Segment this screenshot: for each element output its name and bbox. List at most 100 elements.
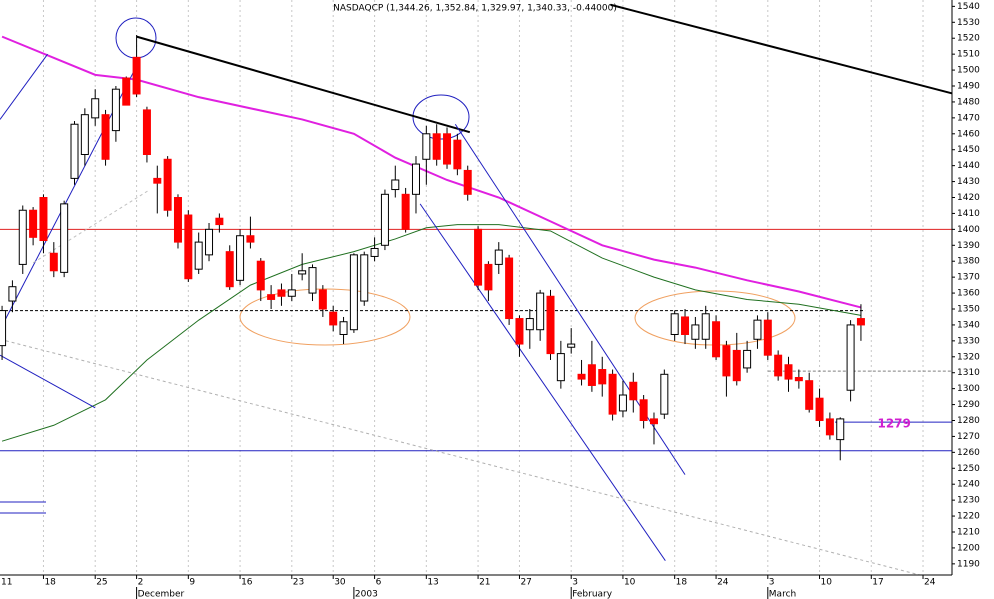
overlay-line [0, 53, 49, 120]
y-tick-label: 1310 [957, 368, 980, 378]
candle-body [505, 257, 514, 320]
x-tick-label: 16 [241, 578, 253, 588]
candle-body [443, 133, 452, 165]
candle-body [39, 197, 48, 242]
x-tick-label: 9 [189, 578, 195, 588]
y-tick-label: 1440 [957, 161, 980, 171]
candle-body [846, 324, 855, 391]
candle-body [29, 209, 38, 238]
candle-body [722, 345, 731, 377]
y-tick-label: 1190 [957, 559, 980, 569]
y-tick-label: 1280 [957, 416, 980, 426]
candle-body [836, 418, 845, 441]
candle-body [349, 254, 358, 331]
candle-body [484, 263, 493, 291]
candle-body [122, 77, 131, 106]
candle-body [101, 114, 110, 160]
candle-body [463, 169, 472, 195]
candle-body [80, 114, 89, 156]
y-tick-label: 1250 [957, 464, 980, 474]
candle-body [142, 109, 151, 156]
candle-body [825, 418, 834, 436]
candle-body [49, 252, 58, 272]
y-tick-label: 1320 [957, 352, 980, 362]
overlay-line [0, 338, 921, 575]
candle-body [391, 179, 400, 191]
candle-body [815, 397, 824, 421]
month-label: 2003 [355, 590, 378, 599]
x-tick-label: 18 [676, 578, 688, 588]
candle-body [380, 193, 389, 246]
candle-body [732, 349, 741, 382]
candle-body [329, 311, 338, 326]
x-tick-label: 10 [821, 578, 833, 588]
candle-body [681, 316, 690, 335]
candle-body [287, 289, 296, 297]
y-tick-label: 1330 [957, 336, 980, 346]
y-tick-label: 1520 [957, 34, 980, 44]
candle-body [111, 88, 120, 132]
candle-body [494, 249, 503, 265]
candle-body [670, 313, 679, 335]
y-tick-label: 1420 [957, 193, 980, 203]
overlay-line [1, 35, 862, 309]
candle-body [474, 228, 483, 286]
y-tick-label: 1510 [957, 50, 980, 60]
candle-body [91, 98, 100, 119]
candle-body [318, 289, 327, 310]
candle-body [173, 197, 182, 243]
y-tick-label: 1300 [957, 384, 980, 394]
candle-body [784, 364, 793, 380]
y-tick-label: 1400 [957, 225, 980, 235]
month-label: March [769, 590, 796, 599]
x-tick-label: 3 [769, 578, 775, 588]
x-tick-label: 13 [427, 578, 438, 588]
month-label: February [572, 590, 613, 599]
candle-body [360, 254, 369, 302]
y-tick-label: 1370 [957, 273, 980, 283]
x-tick-label: 17 [872, 578, 883, 588]
x-tick-label: 27 [520, 578, 531, 588]
ellipse-annotation [239, 288, 411, 346]
y-tick-label: 1340 [957, 320, 980, 330]
candle-body [691, 324, 700, 340]
candle-body [536, 292, 545, 331]
candle-body [794, 376, 803, 382]
candle-body [743, 349, 752, 369]
y-tick-label: 1470 [957, 113, 980, 123]
x-tick-label: 24 [924, 578, 936, 588]
x-tick-label: 30 [334, 578, 346, 588]
chart-title: NASDAQCP (1,344.26, 1,352.84, 1,329.97, … [333, 4, 617, 14]
y-tick-label: 1500 [957, 66, 980, 76]
overlay-line [32, 189, 151, 264]
candle-body [163, 158, 172, 211]
candle-body [411, 163, 420, 195]
y-tick-label: 1270 [957, 432, 980, 442]
candle-body [236, 235, 245, 281]
overlay-line [1, 224, 862, 442]
month-label: December [138, 590, 185, 599]
candle-body [267, 294, 276, 300]
candle-body [184, 214, 193, 280]
y-tick-label: 1290 [957, 400, 980, 410]
x-tick-label: 10 [624, 578, 636, 588]
candle-body [649, 418, 658, 425]
candle-body [205, 228, 214, 256]
circle-annotation [412, 94, 470, 140]
x-tick-label: 25 [96, 578, 107, 588]
x-tick-label: 24 [717, 578, 729, 588]
candle-body [598, 369, 607, 385]
y-tick-label: 1260 [957, 448, 980, 458]
x-tick-label: 23 [293, 578, 304, 588]
candle-body [256, 260, 265, 291]
grid [42, 0, 924, 575]
candle-body [298, 270, 307, 275]
y-tick-label: 1230 [957, 496, 980, 506]
y-tick-label: 1480 [957, 97, 980, 107]
x-tick-label: 3 [572, 578, 578, 588]
candle-body [660, 373, 669, 415]
candle-body [763, 319, 772, 356]
candle-body [70, 123, 79, 179]
y-tick-label: 1350 [957, 305, 980, 315]
